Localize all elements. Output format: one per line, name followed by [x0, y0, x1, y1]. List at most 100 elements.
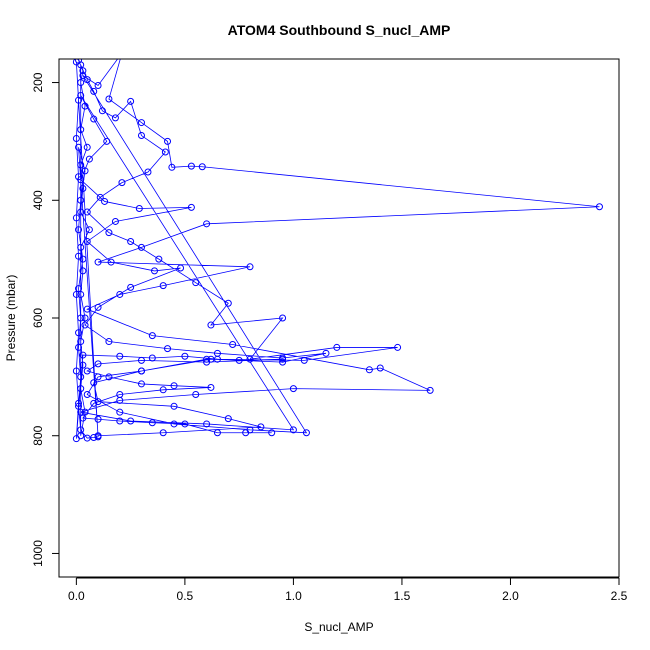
- data-point: [81, 314, 89, 322]
- data-point: [75, 226, 83, 234]
- data-point: [595, 203, 603, 211]
- data-point: [72, 290, 80, 298]
- y-axis-label: Pressure (mbar): [4, 275, 18, 362]
- data-point: [148, 332, 156, 340]
- data-point: [127, 237, 135, 245]
- data-point: [75, 399, 83, 407]
- data-point: [72, 435, 80, 443]
- data-point: [105, 95, 113, 103]
- data-point: [116, 391, 124, 399]
- data-point: [79, 414, 87, 422]
- data-point: [118, 179, 126, 187]
- data-point: [151, 267, 158, 275]
- data-point: [137, 243, 145, 251]
- data-point: [170, 382, 178, 390]
- x-tick-label: 0.5: [177, 589, 194, 603]
- data-point: [103, 137, 111, 145]
- data-point: [137, 380, 145, 388]
- data-point: [77, 385, 85, 393]
- data-point: [79, 185, 87, 192]
- data-point: [83, 208, 91, 216]
- data-point: [394, 343, 402, 351]
- data-point: [72, 59, 80, 66]
- data-point: [77, 126, 85, 134]
- data-point: [77, 79, 85, 87]
- data-point: [192, 391, 200, 399]
- data-point: [94, 415, 102, 423]
- data-point: [187, 203, 195, 211]
- data-point: [159, 386, 167, 394]
- data-point: [85, 226, 93, 234]
- data-point: [77, 338, 85, 346]
- data-point: [181, 352, 189, 360]
- data-point: [79, 351, 87, 359]
- y-tick-label: 400: [31, 190, 45, 210]
- data-point: [77, 161, 85, 169]
- data-point: [164, 137, 172, 145]
- data-point: [207, 383, 215, 391]
- x-axis: 0.0 0.5 1.0 1.5 2.0 2.5: [68, 577, 628, 603]
- data-point: [83, 434, 91, 442]
- data-point: [72, 214, 80, 222]
- data-point: [135, 205, 143, 213]
- data-point: [235, 356, 243, 364]
- data-point: [75, 173, 83, 181]
- data-point: [94, 373, 102, 381]
- data-point: [105, 338, 113, 346]
- data-point: [207, 321, 215, 329]
- data-point: [198, 163, 206, 171]
- data-point: [75, 402, 83, 410]
- data-point: [72, 134, 80, 142]
- data-point: [127, 417, 135, 425]
- data-point: [192, 279, 200, 287]
- data-point: [83, 76, 91, 84]
- x-tick-label: 1.0: [285, 589, 302, 603]
- data-point: [94, 433, 102, 441]
- data-point: [75, 343, 83, 351]
- data-point: [203, 420, 211, 428]
- data-point: [159, 282, 167, 290]
- data-point: [279, 358, 287, 366]
- data-point: [111, 217, 119, 225]
- data-point: [213, 429, 221, 437]
- data-point: [81, 167, 89, 175]
- data-point: [107, 258, 115, 266]
- data-point: [79, 267, 87, 275]
- data-point: [94, 81, 102, 89]
- data-point: [148, 419, 156, 427]
- data-point: [79, 361, 87, 369]
- data-point: [79, 67, 87, 75]
- data-point: [75, 143, 83, 151]
- data-point: [137, 367, 145, 375]
- data-point: [98, 107, 106, 115]
- data-point: [83, 367, 91, 375]
- data-point: [116, 417, 124, 425]
- data-point: [90, 433, 98, 441]
- data-point: [322, 349, 330, 357]
- data-point: [300, 356, 308, 364]
- data-point: [246, 263, 254, 271]
- data-point: [101, 197, 109, 205]
- data-point: [155, 255, 163, 263]
- data-point: [127, 97, 135, 105]
- data-point: [203, 358, 211, 366]
- data-point: [289, 385, 297, 393]
- data-point: [181, 420, 189, 428]
- data-point: [116, 408, 124, 416]
- data-point: [94, 398, 102, 406]
- data-point: [177, 264, 185, 272]
- data-point: [81, 321, 89, 329]
- data-point: [161, 148, 169, 156]
- data-point: [279, 314, 287, 322]
- data-point: [77, 426, 85, 434]
- data-point: [376, 364, 384, 372]
- series-line-1: [75, 59, 600, 439]
- data-point: [242, 429, 250, 437]
- x-tick-label: 2.0: [502, 589, 519, 603]
- x-tick-label: 1.5: [394, 589, 411, 603]
- data-point: [203, 220, 211, 228]
- data-point: [77, 243, 85, 251]
- data-point: [83, 305, 91, 313]
